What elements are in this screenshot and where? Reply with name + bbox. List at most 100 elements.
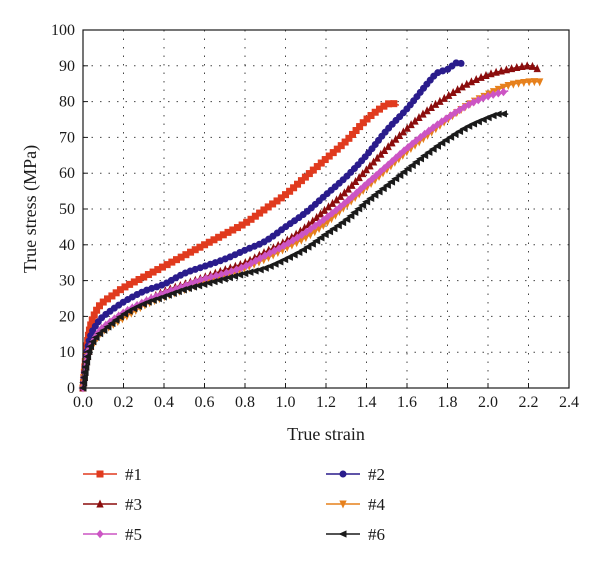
series-6-point [441, 136, 450, 144]
series-1-point [297, 177, 305, 185]
series-6-point [83, 352, 92, 361]
series-3-point [362, 165, 371, 174]
y-tick-label: 10 [59, 344, 75, 361]
series-4-point [514, 79, 523, 88]
series-5-point [344, 195, 353, 205]
series-5-point [416, 132, 425, 142]
series-5-point [447, 111, 455, 120]
series-5-point [392, 153, 400, 162]
series-5-point [298, 230, 306, 240]
series-1-point [290, 184, 298, 192]
series-6-point [95, 329, 104, 338]
series-6-point [320, 230, 329, 239]
series-5-point [320, 215, 328, 224]
series-6-point [312, 237, 321, 245]
series-1-point [317, 159, 325, 167]
series-6-point [82, 358, 91, 366]
x-tick-label: 1.4 [357, 394, 377, 411]
series-2 [79, 59, 465, 392]
series-6-point [270, 260, 279, 268]
series-6-point [129, 304, 138, 313]
series-3-point [344, 184, 352, 193]
x-tick-label: 2.4 [559, 394, 579, 411]
y-tick-label: 70 [59, 129, 75, 146]
series-6-point [303, 243, 312, 251]
series-5-point [284, 238, 292, 248]
y-tick-label: 20 [59, 308, 75, 325]
series-5-point [307, 224, 315, 234]
series-6-point [88, 337, 97, 346]
series-6-point [374, 188, 383, 196]
series-6-point [91, 333, 100, 342]
x-tick-label: 0.8 [235, 394, 255, 411]
legend-label: #6 [368, 525, 385, 544]
series-5-point [368, 174, 376, 184]
x-tick-label: 1.6 [397, 394, 417, 411]
series-1-point [345, 134, 353, 142]
series-6-point [329, 224, 338, 233]
series-5-point [289, 236, 297, 245]
series-6-point [498, 110, 507, 118]
series-6-point [387, 178, 396, 186]
series-6-point [289, 251, 298, 259]
series-3-point [528, 61, 537, 70]
legend-item-5: #5 [83, 525, 142, 544]
series-4-point [520, 78, 528, 87]
series-6-point [294, 248, 303, 257]
series-5-point [328, 209, 336, 218]
series-5-point [384, 160, 392, 170]
series-6-point [275, 258, 284, 266]
y-tick-label: 60 [59, 165, 75, 182]
series-3-point [523, 61, 531, 70]
series-6-point [370, 191, 379, 199]
legend-label: #2 [368, 465, 385, 484]
y-tick-label: 90 [59, 58, 75, 75]
series-6-point [350, 208, 359, 216]
series-6-point [411, 158, 420, 166]
series-6-point [103, 323, 112, 331]
y-tick-label: 50 [59, 201, 75, 218]
series-6-point [120, 310, 129, 318]
series-5-point [352, 188, 361, 198]
series-5-point [499, 87, 508, 97]
series-6-point [325, 227, 334, 236]
series-6-point [86, 342, 95, 351]
series-6-point [362, 198, 371, 206]
series-6-point [391, 174, 400, 183]
series-5-point [376, 167, 384, 177]
series-6-point [280, 255, 289, 264]
series-5-point [388, 156, 396, 166]
x-axis-title: True strain [287, 424, 365, 444]
legend-label: #1 [125, 465, 142, 484]
legend-swatch-marker [96, 470, 104, 478]
series-5-point [315, 218, 323, 228]
series-4-point [530, 78, 539, 87]
series-6-point [124, 307, 133, 315]
series-6-point [407, 161, 416, 170]
series-6-point [358, 201, 367, 209]
series-6-point [420, 151, 429, 160]
series-5-point [364, 178, 372, 187]
series-5-point [433, 120, 442, 129]
series-5-point [455, 105, 464, 115]
series-1-point [356, 123, 364, 131]
series-3-point [366, 161, 374, 170]
series-3-point [351, 176, 360, 185]
legend-swatch-marker [338, 530, 347, 538]
series-1-point [337, 142, 345, 150]
series-3-point [492, 67, 500, 76]
series-1-point [390, 100, 398, 108]
legend-item-3: #3 [83, 495, 142, 514]
series-5-point [451, 108, 459, 118]
series-6-point [378, 184, 387, 193]
y-axis-title: True stress (MPa) [20, 145, 41, 273]
series-1 [79, 100, 400, 392]
series-5-point [356, 185, 365, 194]
series-2-point [457, 59, 465, 67]
series-6-point [134, 302, 143, 310]
series-5-point [396, 149, 404, 159]
series-5-point [311, 221, 319, 231]
x-tick-label: 1.2 [316, 394, 336, 411]
series-4-point [499, 83, 507, 92]
series-5-point [400, 146, 408, 155]
